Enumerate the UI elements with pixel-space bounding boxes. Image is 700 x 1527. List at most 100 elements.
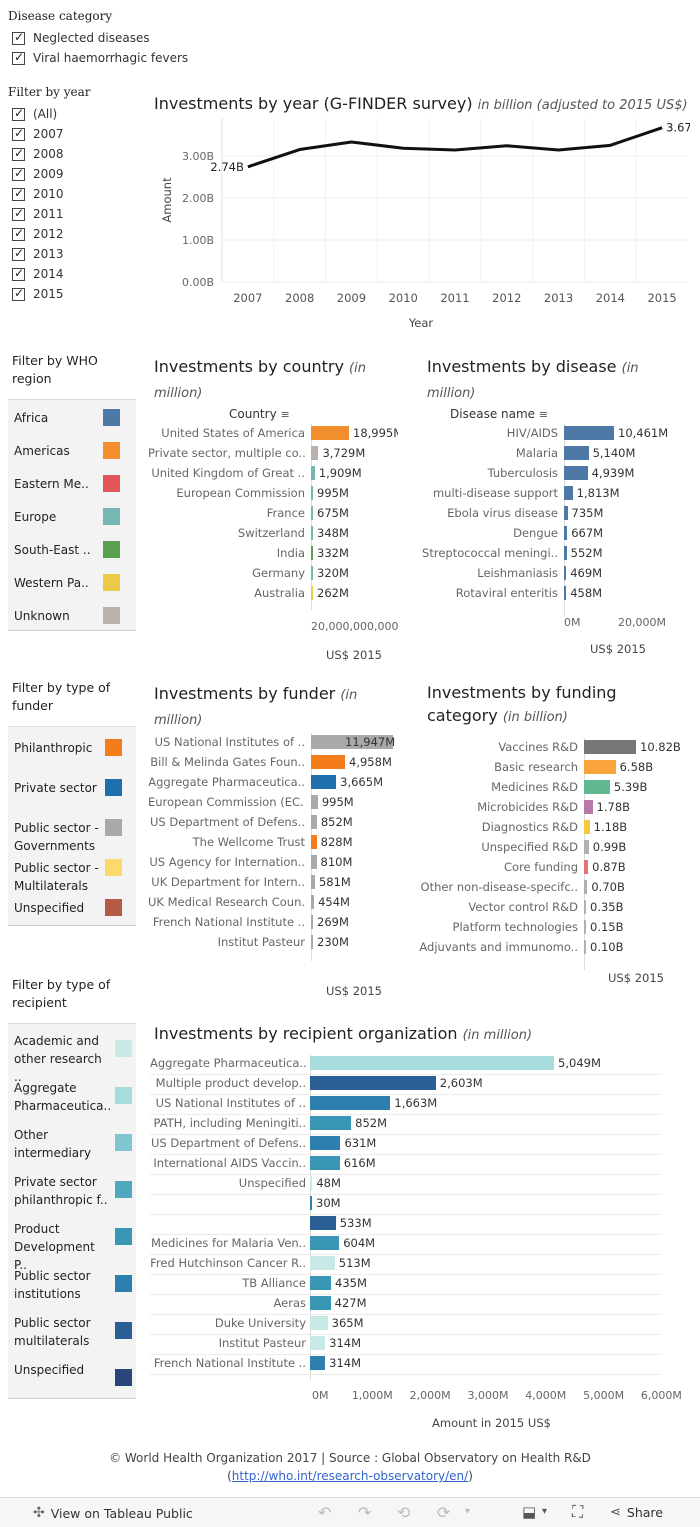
- category-label[interactable]: Vector control R&D: [468, 900, 578, 914]
- legend-swatch[interactable]: [103, 508, 120, 525]
- category-label[interactable]: Diagnostics R&D: [481, 820, 578, 834]
- bar[interactable]: [311, 546, 313, 560]
- category-label[interactable]: Aeras: [273, 1296, 306, 1310]
- category-label[interactable]: Malaria: [515, 446, 558, 460]
- bar[interactable]: [311, 755, 346, 769]
- checkbox-row-neglected-diseases[interactable]: Neglected diseases: [12, 28, 150, 48]
- bar[interactable]: [564, 586, 567, 600]
- country-sort-header[interactable]: Country ≡: [229, 407, 290, 421]
- category-label[interactable]: The Wellcome Trust: [192, 835, 305, 849]
- bar[interactable]: [310, 1136, 341, 1150]
- bar[interactable]: [310, 1056, 555, 1070]
- legend-swatch[interactable]: [115, 1134, 132, 1151]
- category-label[interactable]: Switzerland: [237, 526, 305, 540]
- category-label[interactable]: US Department of Defens..: [150, 1136, 306, 1150]
- revert-icon[interactable]: ⟲: [397, 1503, 411, 1522]
- observatory-link[interactable]: http://who.int/research-observatory/en/: [231, 1469, 469, 1483]
- bar[interactable]: [311, 875, 315, 889]
- category-label[interactable]: Aggregate Pharmaceutica..: [150, 1056, 306, 1070]
- legend-swatch[interactable]: [115, 1228, 132, 1245]
- category-label[interactable]: Adjuvants and immunomo..: [419, 940, 578, 954]
- bar[interactable]: [311, 795, 318, 809]
- checkbox-icon[interactable]: [12, 106, 25, 121]
- bar[interactable]: [310, 1076, 436, 1090]
- download-icon[interactable]: ⬓: [522, 1503, 537, 1521]
- checkbox-row-2015[interactable]: 2015: [12, 284, 64, 304]
- bar[interactable]: [584, 940, 586, 954]
- checkbox-row-all[interactable]: (All): [12, 104, 57, 124]
- bar[interactable]: [310, 1236, 340, 1250]
- bar[interactable]: [311, 526, 313, 540]
- bar[interactable]: [311, 586, 313, 600]
- bar[interactable]: [564, 466, 588, 480]
- checkbox-icon[interactable]: [12, 146, 25, 161]
- bar[interactable]: [311, 775, 337, 789]
- legend-item-public-sector-multilaterals[interactable]: Public sector - Multilaterals: [14, 861, 99, 893]
- checkbox-row-2009[interactable]: 2009: [12, 164, 64, 184]
- category-label[interactable]: US Department of Defens..: [149, 815, 305, 829]
- share-button[interactable]: ⋖ Share: [610, 1505, 663, 1520]
- category-label[interactable]: TB Alliance: [242, 1276, 306, 1290]
- category-label[interactable]: Unspecified R&D: [481, 840, 578, 854]
- checkbox-row-2014[interactable]: 2014: [12, 264, 64, 284]
- bar[interactable]: [564, 566, 567, 580]
- bar[interactable]: [584, 920, 586, 934]
- checkbox-icon[interactable]: [12, 30, 25, 45]
- category-label[interactable]: Germany: [252, 566, 305, 580]
- legend-swatch[interactable]: [103, 409, 120, 426]
- bar[interactable]: [311, 466, 315, 480]
- refresh-icon[interactable]: ⟳: [437, 1503, 451, 1522]
- category-label[interactable]: Streptococcal meningi..: [422, 546, 558, 560]
- bar[interactable]: [311, 446, 319, 460]
- category-label[interactable]: [150, 1195, 306, 1211]
- legend-swatch[interactable]: [103, 574, 120, 591]
- legend-item-unknown[interactable]: Unknown: [14, 609, 70, 623]
- legend-swatch[interactable]: [105, 779, 122, 796]
- category-label[interactable]: Basic research: [494, 760, 578, 774]
- category-label[interactable]: Core funding: [504, 860, 578, 874]
- legend-item-public-sector-institutions[interactable]: Public sector institutions: [14, 1269, 91, 1301]
- checkbox-icon[interactable]: [12, 206, 25, 221]
- category-label[interactable]: Private sector, multiple co..: [148, 446, 305, 460]
- bar[interactable]: [310, 1336, 326, 1350]
- bar[interactable]: [584, 860, 589, 874]
- legend-item-other-intermediary[interactable]: Other intermediary: [14, 1128, 92, 1160]
- legend-swatch[interactable]: [103, 541, 120, 558]
- legend-swatch[interactable]: [115, 1040, 132, 1057]
- category-label[interactable]: India: [276, 546, 305, 560]
- category-label[interactable]: United Kingdom of Great ..: [151, 466, 305, 480]
- legend-swatch[interactable]: [115, 1322, 132, 1339]
- category-label[interactable]: Bill & Melinda Gates Foun..: [150, 755, 305, 769]
- bar[interactable]: [311, 506, 313, 520]
- legend-swatch[interactable]: [105, 819, 122, 836]
- bar[interactable]: [311, 486, 313, 500]
- category-label[interactable]: Leishmaniasis: [477, 566, 558, 580]
- legend-item-western-pa[interactable]: Western Pa..: [14, 576, 89, 590]
- legend-item-public-sector-governments[interactable]: Public sector - Governments: [14, 821, 99, 853]
- category-label[interactable]: Dengue: [513, 526, 558, 540]
- legend-swatch[interactable]: [115, 1275, 132, 1292]
- category-label[interactable]: US National Institutes of ..: [155, 1096, 306, 1110]
- bar[interactable]: [584, 760, 616, 774]
- category-label[interactable]: multi-disease support: [432, 486, 558, 500]
- bar[interactable]: [310, 1356, 326, 1370]
- category-label[interactable]: United States of America: [161, 426, 305, 440]
- sort-icon[interactable]: ≡: [538, 408, 549, 421]
- checkbox-row-2011[interactable]: 2011: [12, 204, 64, 224]
- checkbox-icon[interactable]: [12, 50, 25, 65]
- bar[interactable]: [584, 840, 589, 854]
- bar[interactable]: [310, 1256, 335, 1270]
- category-label[interactable]: Rotaviral enteritis: [455, 586, 558, 600]
- legend-swatch[interactable]: [105, 739, 122, 756]
- bar[interactable]: [311, 935, 313, 949]
- checkbox-row-2012[interactable]: 2012: [12, 224, 64, 244]
- checkbox-row-2008[interactable]: 2008: [12, 144, 64, 164]
- checkbox-icon[interactable]: [12, 186, 25, 201]
- bar[interactable]: [584, 780, 610, 794]
- category-label[interactable]: PATH, including Meningiti..: [153, 1116, 306, 1130]
- legend-swatch[interactable]: [115, 1087, 132, 1104]
- bar[interactable]: [310, 1156, 340, 1170]
- bar[interactable]: [584, 900, 586, 914]
- legend-item-public-sector-multilaterals[interactable]: Public sector multilaterals: [14, 1316, 91, 1348]
- category-label[interactable]: Duke University: [214, 1316, 306, 1330]
